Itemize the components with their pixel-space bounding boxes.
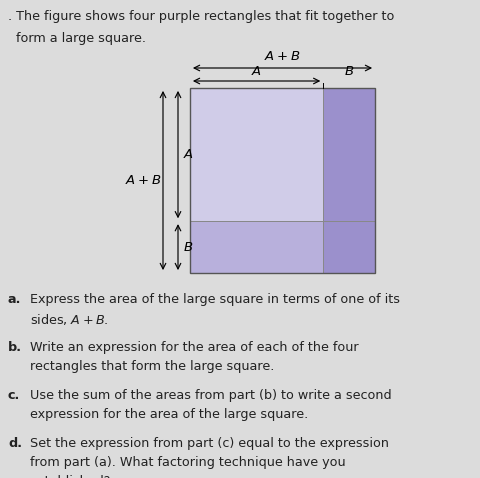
Text: sides, $A + B$.: sides, $A + B$. — [30, 312, 108, 327]
Bar — [190, 88, 374, 273]
Text: $B$: $B$ — [343, 65, 353, 77]
Text: $A + B$: $A + B$ — [264, 50, 300, 63]
Bar — [190, 221, 323, 273]
Text: $B$: $B$ — [182, 240, 193, 254]
Bar — [323, 221, 374, 273]
Text: $A$: $A$ — [251, 65, 262, 77]
Bar — [190, 88, 323, 221]
Text: Express the area of the large square in terms of one of its: Express the area of the large square in … — [30, 293, 399, 306]
Text: b.: b. — [8, 341, 22, 354]
Text: Set the expression from part (c) equal to the expression: Set the expression from part (c) equal t… — [30, 437, 388, 450]
Text: Write an expression for the area of each of the four: Write an expression for the area of each… — [30, 341, 358, 354]
Text: . The figure shows four purple rectangles that fit together to: . The figure shows four purple rectangle… — [8, 10, 394, 23]
Text: a.: a. — [8, 293, 21, 306]
Text: from part (a). What factoring technique have you: from part (a). What factoring technique … — [30, 456, 345, 469]
Text: $A$: $A$ — [182, 148, 193, 161]
Bar — [323, 88, 374, 221]
Text: expression for the area of the large square.: expression for the area of the large squ… — [30, 408, 308, 421]
Text: d.: d. — [8, 437, 22, 450]
Text: established?: established? — [30, 475, 110, 478]
Text: form a large square.: form a large square. — [8, 32, 146, 45]
Text: $A + B$: $A + B$ — [125, 174, 161, 187]
Text: c.: c. — [8, 389, 20, 402]
Text: rectangles that form the large square.: rectangles that form the large square. — [30, 360, 274, 373]
Text: Use the sum of the areas from part (b) to write a second: Use the sum of the areas from part (b) t… — [30, 389, 391, 402]
